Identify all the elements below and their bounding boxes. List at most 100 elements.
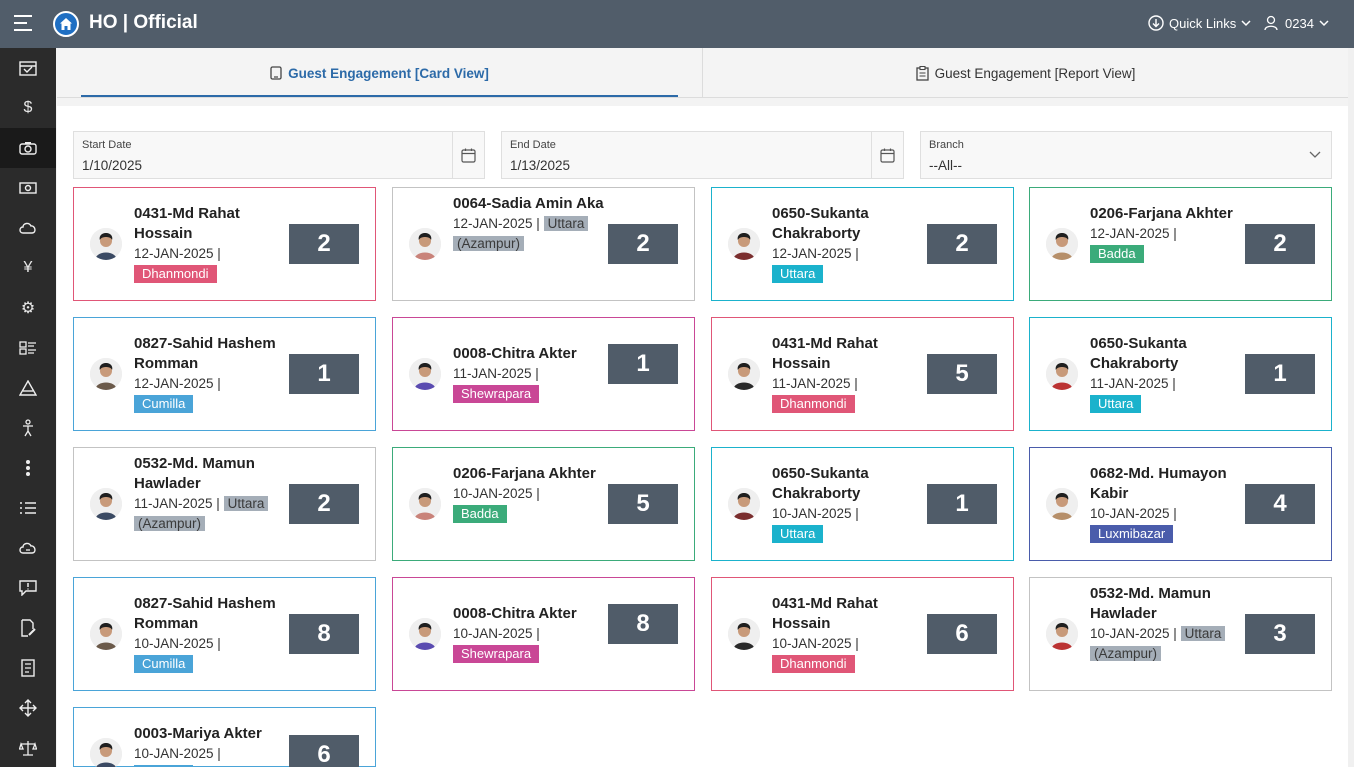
avatar [409,488,441,520]
guest-card[interactable]: 0650-Sukanta Chakraborty 10-JAN-2025 | Utt… [711,447,1014,561]
guest-card[interactable]: 0008-Chitra Akter 10-JAN-2025 | Shewrapara… [392,577,695,691]
guest-card[interactable]: 0206-Farjana Akhter 10-JAN-2025 | Badda 5 [392,447,695,561]
quick-links-menu[interactable]: Quick Links [1148,15,1251,31]
visit-date-text: 11-JAN-2025 | [1090,376,1176,391]
branch-select[interactable]: Branch --All-- [920,131,1332,179]
more-vertical-icon[interactable] [0,448,56,488]
visit-date: 11-JAN-2025 | Uttara (Azampur) [134,494,294,534]
app-title[interactable]: HO | Official [89,12,198,33]
guest-card[interactable]: 0008-Chitra Akter 11-JAN-2025 | Shewrapara… [392,317,695,431]
yen-icon[interactable]: ¥ [23,259,33,276]
calendar-icon[interactable] [871,132,903,178]
triangle-warning-icon[interactable] [0,368,56,408]
avatar [90,358,122,390]
chevron-down-icon[interactable] [1309,149,1321,159]
guest-name: 0650-Sukanta Chakraborty [1090,335,1187,372]
avatar [409,618,441,650]
tablet-icon [270,66,282,80]
accessibility-icon[interactable] [0,408,56,448]
guest-card[interactable]: 0650-Sukanta Chakraborty 11-JAN-2025 | Utt… [1029,317,1332,431]
visit-date: 11-JAN-2025 | [772,374,932,394]
guest-card[interactable]: 0064-Sadia Amin Aka 12-JAN-2025 | Uttara … [392,187,695,301]
list-details-icon[interactable] [0,328,56,368]
hamburger-menu-icon[interactable] [14,15,34,33]
start-date-label: Start Date [82,139,132,151]
download-circle-icon [1148,15,1164,31]
visit-date: 11-JAN-2025 | [1090,374,1250,394]
guest-name: 0682-Md. Humayon Kabir [1090,465,1227,502]
cloud-icon[interactable] [0,208,56,248]
guest-card[interactable]: 0827-Sahid Hashem Romman 12-JAN-2025 | Cum… [73,317,376,431]
end-date-label: End Date [510,139,556,151]
start-date-field[interactable]: Start Date 1/10/2025 [73,131,485,179]
guest-info: 0650-Sukanta Chakraborty 11-JAN-2025 | Utt… [1090,334,1250,414]
guest-name: 0064-Sadia Amin Aka [453,195,604,212]
guest-card[interactable]: 0431-Md Rahat Hossain 11-JAN-2025 | Dhanmo… [711,317,1014,431]
visit-date-text: 12-JAN-2025 | [134,246,221,261]
visit-date-text: 12-JAN-2025 | [134,376,221,391]
calendar-check-icon[interactable] [0,48,56,88]
tab-report-view[interactable]: Guest Engagement [Report View] [702,48,1348,98]
user-id-label: 0234 [1285,15,1314,31]
visit-date: 10-JAN-2025 | [1090,504,1250,524]
guest-info: 0008-Chitra Akter 10-JAN-2025 | Shewrapara [453,604,613,664]
gear-icon[interactable]: ⚙ [20,300,36,317]
guest-card[interactable]: 0206-Farjana Akhter 12-JAN-2025 | Badda 2 [1029,187,1332,301]
end-date-value[interactable]: 1/13/2025 [510,158,571,173]
avatar [728,228,760,260]
guest-card[interactable]: 0431-Md Rahat Hossain 12-JAN-2025 | Dhanmo… [73,187,376,301]
end-date-field[interactable]: End Date 1/13/2025 [501,131,904,179]
engagement-count: 2 [608,224,678,264]
branch-badge: Cumilla [134,655,194,673]
dollar-icon[interactable]: $ [23,99,33,116]
comment-alert-icon[interactable] [0,568,56,608]
engagement-count: 1 [289,354,359,394]
branch-badge: Badda [1090,245,1144,263]
guest-info: 0827-Sahid Hashem Romman 10-JAN-2025 | Cum… [134,594,294,674]
guest-info: 0431-Md Rahat Hossain 12-JAN-2025 | Dhanmo… [134,204,294,284]
chevron-down-icon [1241,20,1251,27]
home-logo-icon[interactable] [53,11,79,37]
sidebar-nav: $ ¥ ⚙ [0,48,56,767]
visit-date-text: 11-JAN-2025 | [134,496,220,511]
scale-icon[interactable] [0,728,56,767]
guest-card[interactable]: 0532-Md. Mamun Hawlader 11-JAN-2025 | Utt… [73,447,376,561]
guest-card[interactable]: 0682-Md. Humayon Kabir 10-JAN-2025 | Luxmi… [1029,447,1332,561]
list-icon[interactable] [0,488,56,528]
user-menu[interactable]: 0234 [1264,15,1329,31]
money-icon[interactable] [0,168,56,208]
move-icon[interactable] [0,688,56,728]
camera-icon[interactable] [0,128,56,168]
avatar [728,358,760,390]
start-date-value[interactable]: 1/10/2025 [82,158,143,173]
guest-info: 0431-Md Rahat Hossain 11-JAN-2025 | Dhanmo… [772,334,932,414]
guest-card[interactable]: 0532-Md. Mamun Hawlader 10-JAN-2025 | Utt… [1029,577,1332,691]
guest-card[interactable]: 0650-Sukanta Chakraborty 12-JAN-2025 | Utt… [711,187,1014,301]
visit-date-text: 10-JAN-2025 | [453,486,540,501]
guest-name: 0431-Md Rahat Hossain [134,205,240,242]
avatar [409,358,441,390]
guest-info: 0008-Chitra Akter 11-JAN-2025 | Shewrapara [453,344,613,404]
avatar [1046,228,1078,260]
guest-name: 0008-Chitra Akter [453,345,577,362]
avatar [1046,488,1078,520]
scrollbar[interactable] [1348,48,1354,767]
guest-name: 0532-Md. Mamun Hawlader [1090,585,1211,622]
engagement-count: 2 [927,224,997,264]
branch-value[interactable]: --All-- [929,158,962,173]
tab-card-view[interactable]: Guest Engagement [Card View] [57,48,702,98]
cloud-sync-icon[interactable] [0,528,56,568]
report-icon[interactable] [0,648,56,688]
engagement-count: 1 [1245,354,1315,394]
visit-date: 10-JAN-2025 | [772,634,932,654]
branch-badge: Uttara [772,265,824,283]
visit-date-text: 12-JAN-2025 | [453,216,540,231]
guest-card[interactable]: 0431-Md Rahat Hossain 10-JAN-2025 | Dhanmo… [711,577,1014,691]
guest-name: 0827-Sahid Hashem Romman [134,595,276,632]
guest-card[interactable]: 0827-Sahid Hashem Romman 10-JAN-2025 | Cum… [73,577,376,691]
document-edit-icon[interactable] [0,608,56,648]
calendar-icon[interactable] [452,132,484,178]
guest-name: 0650-Sukanta Chakraborty [772,465,869,502]
